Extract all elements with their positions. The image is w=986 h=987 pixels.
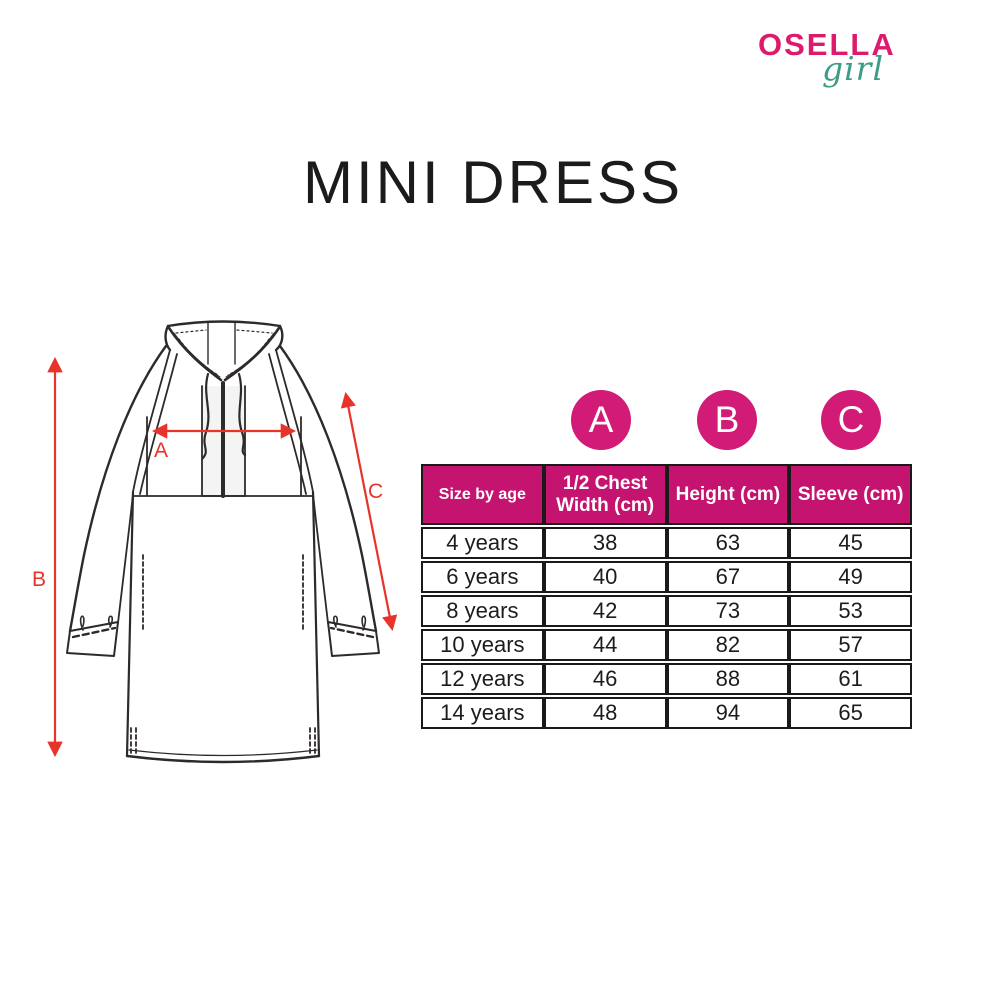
col-header-height: Height (cm) (666, 464, 790, 525)
brand-logo: OSELLA girl (758, 27, 928, 88)
cell-height: 94 (666, 697, 790, 729)
cell-chest: 46 (543, 663, 667, 695)
cell-height: 63 (666, 527, 790, 559)
cell-height: 73 (666, 595, 790, 627)
legend-circle-b: B (697, 390, 757, 450)
cell-sleeve: 53 (789, 595, 912, 627)
table-row: 6 years 40 67 49 (421, 561, 912, 593)
legend-circle-a: A (571, 390, 631, 450)
cell-age: 4 years (421, 527, 544, 559)
zipper-placket (201, 381, 246, 498)
table-row: 10 years 44 82 57 (421, 629, 912, 661)
cell-chest: 48 (543, 697, 667, 729)
cell-sleeve: 61 (789, 663, 912, 695)
cell-sleeve: 49 (789, 561, 912, 593)
legend-circle-c: C (821, 390, 881, 450)
hood (164, 320, 284, 382)
page-title: MINI DRESS (302, 149, 684, 216)
sleeve-left (66, 344, 168, 657)
sleeve-right (278, 344, 380, 657)
size-table: Size by age 1/2 Chest Width (cm) Height … (421, 462, 912, 731)
dress-body (125, 416, 321, 764)
cell-age: 12 years (421, 663, 544, 695)
table-row: 8 years 42 73 53 (421, 595, 912, 627)
cell-sleeve: 45 (789, 527, 912, 559)
table-row: 14 years 48 94 65 (421, 697, 912, 729)
dress-diagram: A B C (32, 320, 398, 764)
cell-chest: 42 (543, 595, 667, 627)
cell-height: 82 (666, 629, 790, 661)
cell-sleeve: 57 (789, 629, 912, 661)
arrow-label-b: B (32, 568, 46, 591)
arrow-label-c: C (368, 480, 383, 503)
table-row: 4 years 38 63 45 (421, 527, 912, 559)
cell-age: 8 years (421, 595, 544, 627)
brand-name: OSELLA (758, 27, 896, 62)
cell-age: 6 years (421, 561, 544, 593)
cell-chest: 38 (543, 527, 667, 559)
brand-subtitle: girl (822, 49, 885, 88)
col-header-size: Size by age (421, 464, 544, 525)
measure-arrow-c (340, 391, 398, 632)
size-table-header-row: Size by age 1/2 Chest Width (cm) Height … (421, 464, 912, 525)
col-header-sleeve: Sleeve (cm) (789, 464, 912, 525)
cell-height: 88 (666, 663, 790, 695)
cell-height: 67 (666, 561, 790, 593)
cell-chest: 40 (543, 561, 667, 593)
measure-arrows (47, 356, 398, 758)
arrow-label-a: A (154, 439, 168, 462)
cell-sleeve: 65 (789, 697, 912, 729)
raglan-seam-right (275, 349, 314, 493)
cell-age: 14 years (421, 697, 544, 729)
col-header-chest: 1/2 Chest Width (cm) (543, 464, 667, 525)
raglan-seam-left-inner (139, 353, 178, 495)
cell-chest: 44 (543, 629, 667, 661)
raglan-seam-left (132, 349, 171, 493)
table-row: 12 years 46 88 61 (421, 663, 912, 695)
cell-age: 10 years (421, 629, 544, 661)
